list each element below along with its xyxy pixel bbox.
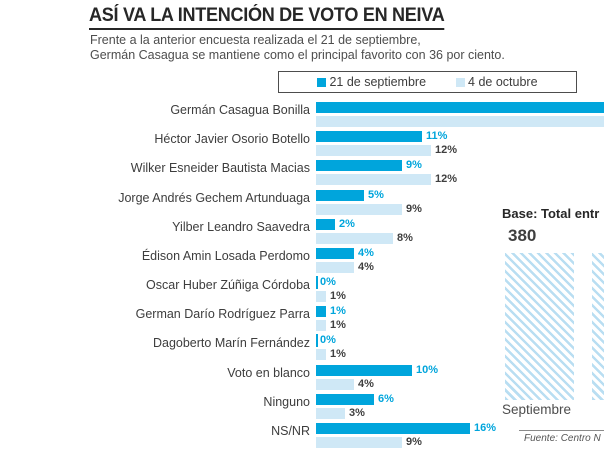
bar-october <box>316 436 402 448</box>
legend-item-october: 4 de octubre <box>456 75 538 89</box>
category-label: Wilker Esneider Bautista Macias <box>130 161 310 176</box>
category-label: Héctor Javier Osorio Botello <box>154 132 310 147</box>
bar-row: 9% 12% <box>316 159 604 186</box>
bar-row: 2% 8% <box>316 217 604 245</box>
bar-row <box>316 102 604 128</box>
category-label: NS/NR <box>271 423 310 438</box>
category-label: Jorge Andrés Gechem Artunduaga <box>118 190 310 205</box>
bar-october <box>316 291 326 303</box>
category-label: Voto en blanco <box>227 365 310 380</box>
category-label: Dagoberto Marín Fernández <box>152 336 310 351</box>
bar-september <box>316 160 402 172</box>
category-label: Ninguno <box>263 394 310 409</box>
legend-label-september: 21 de septiembre <box>329 75 427 89</box>
bar-september <box>316 364 412 376</box>
legend: 21 de septiembre 4 de octubre <box>278 71 577 93</box>
bar-value-september: 16% <box>474 421 497 434</box>
bar-october <box>316 320 326 332</box>
bar-september <box>316 218 335 230</box>
bar-october <box>316 349 326 361</box>
category-label: German Darío Rodríguez Parra <box>135 307 310 322</box>
bar-row: 11% 12% <box>316 130 604 157</box>
bar-october <box>316 203 402 215</box>
bar-row: 4% 4% <box>316 246 604 274</box>
base-column-september <box>505 253 574 400</box>
bar-september <box>316 131 422 143</box>
subtitle-line-2: Germán Casagua se mantiene como el princ… <box>90 47 505 62</box>
bar-october <box>316 116 604 127</box>
base-value: 380 <box>508 226 537 245</box>
page-title: ASÍ VA LA INTENCIÓN DE VOTO EN NEIVA <box>89 5 445 30</box>
bar-value-october: 9% <box>406 435 422 448</box>
legend-swatch-september <box>317 77 327 87</box>
bar-value-october: 4% <box>358 260 374 273</box>
bar-value-october: 9% <box>406 202 422 215</box>
bar-value-september: 10% <box>416 363 439 376</box>
base-column-label: Septiembre <box>502 402 572 417</box>
bar-october <box>316 407 345 419</box>
bar-row: 6% 3% <box>316 392 604 420</box>
source-text: Fuente: Centro N <box>524 433 601 444</box>
category-label: Oscar Huber Zúñiga Córdoba <box>146 278 310 293</box>
bar-value-september: 1% <box>330 305 346 318</box>
bar-october <box>316 261 354 273</box>
bar-value-october: 8% <box>397 231 413 244</box>
bar-value-september: 9% <box>406 159 422 172</box>
legend-item-september: 21 de septiembre <box>317 75 426 89</box>
base-column-partial <box>592 253 604 400</box>
category-label: Germán Casagua Bonilla <box>170 103 310 117</box>
legend-swatch-october <box>456 77 466 87</box>
bar-october <box>316 145 431 157</box>
bar-row: 1% 1% <box>316 305 604 332</box>
bar-september <box>316 102 604 113</box>
bar-value-september: 0% <box>316 334 336 348</box>
bar-value-october: 3% <box>349 406 365 419</box>
bar-october <box>316 174 431 186</box>
bar-value-october: 12% <box>435 144 458 157</box>
bar-value-september: 2% <box>339 217 355 230</box>
bar-value-september: 11% <box>426 130 448 143</box>
bar-october <box>316 232 393 244</box>
bar-october <box>316 378 354 390</box>
category-label: Édison Amin Losada Perdomo <box>141 248 310 263</box>
bar-value-october: 12% <box>435 173 458 186</box>
bar-row: 0% 1% <box>316 334 604 361</box>
bar-row: 5% 9% <box>316 188 604 216</box>
bar-value-september: 5% <box>368 188 384 201</box>
bar-september <box>316 393 374 405</box>
bar-september <box>316 306 326 318</box>
subtitle: Frente a la anterior encuesta realizada … <box>90 33 570 62</box>
bar-value-october: 1% <box>330 319 346 332</box>
bar-row: 10% 4% <box>316 363 604 391</box>
bar-value-october: 1% <box>330 348 346 361</box>
bar-september <box>316 422 470 434</box>
bar-value-october: 1% <box>330 290 346 303</box>
legend-label-october: 4 de octubre <box>468 75 538 89</box>
bar-row: 16% 9% <box>316 421 604 449</box>
bar-september <box>316 189 364 201</box>
bar-row: 0% 1% <box>316 276 604 303</box>
bar-value-september: 4% <box>358 246 374 259</box>
bar-september <box>316 247 354 259</box>
category-label: Yilber Leandro Saavedra <box>172 219 310 234</box>
bar-value-september: 6% <box>378 392 394 405</box>
bar-value-september: 0% <box>316 276 336 290</box>
bar-value-october: 4% <box>358 377 374 390</box>
subtitle-line-1: Frente a la anterior encuesta realizada … <box>90 33 421 47</box>
base-title: Base: Total entr <box>502 206 600 221</box>
source-divider <box>519 430 604 431</box>
